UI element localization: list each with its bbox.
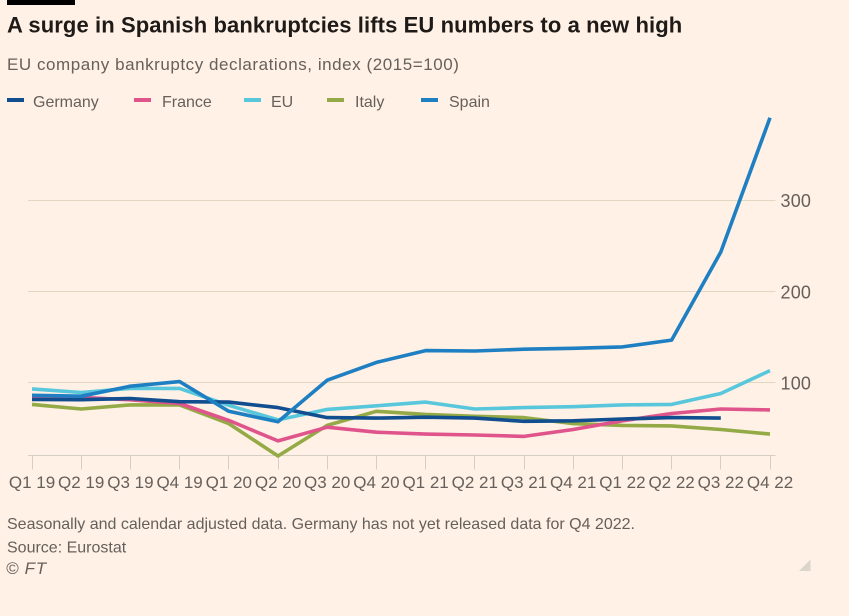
svg-text:Q1 22: Q1 22 (599, 473, 645, 492)
svg-text:Q4 20: Q4 20 (353, 473, 399, 492)
svg-text:Seasonally and calendar adjust: Seasonally and calendar adjusted data. G… (7, 516, 635, 533)
svg-text:EU: EU (271, 94, 293, 111)
svg-text:Q4 21: Q4 21 (550, 473, 596, 492)
svg-text:Q4 22: Q4 22 (747, 473, 793, 492)
svg-text:Q2 19: Q2 19 (58, 473, 104, 492)
svg-text:Q2 22: Q2 22 (648, 473, 694, 492)
svg-text:Q2 20: Q2 20 (255, 473, 301, 492)
svg-text:Q2 21: Q2 21 (452, 473, 498, 492)
svg-text:© FT: © FT (6, 559, 48, 578)
svg-text:Germany: Germany (33, 94, 99, 111)
svg-text:Q1 20: Q1 20 (206, 473, 252, 492)
svg-text:Q4 19: Q4 19 (156, 473, 202, 492)
svg-text:France: France (162, 94, 212, 111)
svg-text:A surge in Spanish bankruptcie: A surge in Spanish bankruptcies lifts EU… (7, 13, 682, 38)
svg-text:Q1 21: Q1 21 (402, 473, 448, 492)
svg-text:Q3 22: Q3 22 (698, 473, 744, 492)
svg-text:Q1 19: Q1 19 (9, 473, 55, 492)
svg-text:100: 100 (781, 374, 812, 394)
svg-text:300: 300 (781, 191, 812, 211)
svg-text:Q3 19: Q3 19 (107, 473, 153, 492)
svg-text:Q3 21: Q3 21 (501, 473, 547, 492)
svg-text:Q3 20: Q3 20 (304, 473, 350, 492)
svg-text:EU company bankruptcy declarat: EU company bankruptcy declarations, inde… (7, 55, 459, 74)
svg-text:200: 200 (781, 282, 812, 302)
svg-text:Italy: Italy (355, 94, 384, 111)
svg-text:Source: Eurostat: Source: Eurostat (7, 540, 127, 557)
svg-text:Spain: Spain (449, 94, 490, 111)
